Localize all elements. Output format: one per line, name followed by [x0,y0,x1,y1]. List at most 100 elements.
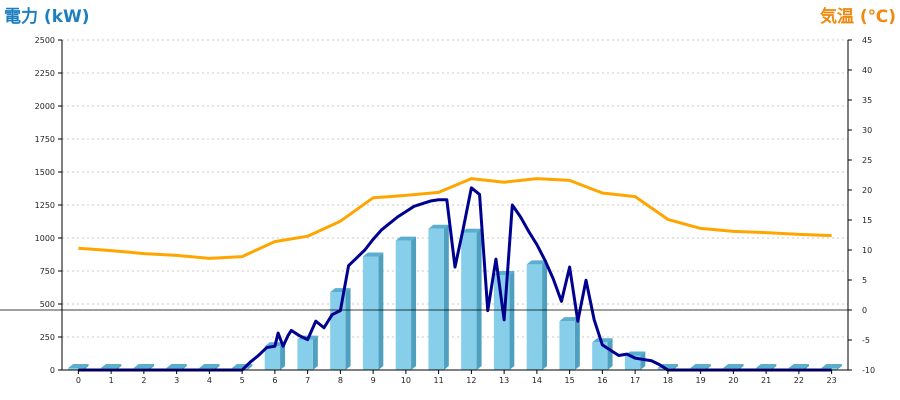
bar-16 [592,338,613,370]
bar-11 [428,224,449,370]
right-tick-label: 40 [862,66,872,75]
bar-top [559,317,580,322]
bar-front [264,346,281,370]
bar-side [574,317,580,370]
bar-top [362,252,384,257]
right-tick-label: 20 [862,186,872,195]
x-tick-label: 22 [794,376,804,385]
bar-side [280,342,286,370]
bar-front [461,232,477,370]
x-tick-label: 19 [696,376,706,385]
bar-top [199,364,220,368]
x-tick-label: 12 [466,376,476,385]
bar-6 [264,342,286,370]
left-axis-title: 電力 (kW) [4,6,90,27]
x-tick-label: 20 [728,376,738,385]
x-tick-label: 23 [827,376,837,385]
x-ticks: 0 1 2 3 4 5 6 7 8 9 10 11 12 13 14 15 16 17 18 19 20 21 22 23 [76,370,837,385]
left-tick-label: 2250 [35,69,55,78]
bar-top [526,260,548,265]
x-tick-label: 9 [371,376,376,385]
bar-side [509,270,515,370]
x-tick-label: 3 [174,376,179,385]
x-tick-label: 2 [141,376,146,385]
bar-top [723,364,744,368]
bar-front [297,339,313,370]
right-tick-label: -10 [862,366,875,375]
bar-side [378,252,384,370]
x-tick-label: 11 [434,376,444,385]
x-tick-label: 21 [761,376,771,385]
x-tick-label: 15 [565,376,575,385]
right-tick-label: 25 [862,156,872,165]
bar-top [461,228,482,233]
right-tick-label: 30 [862,126,872,135]
left-tick-label: 750 [40,267,55,276]
x-tick-label: 17 [630,376,640,385]
bar-side [836,364,842,370]
left-tick-label: 2000 [35,102,55,111]
left-tick-label: 2500 [35,36,55,45]
x-tick-label: 16 [597,376,607,385]
temperature-line [78,177,832,260]
x-tick-label: 5 [240,376,245,385]
bar-top [100,364,122,368]
bar-side [411,236,417,370]
bar-front [395,240,412,370]
bar-top [395,236,417,241]
bar-side [476,228,482,370]
right-tick-label: 0 [862,306,867,315]
left-tick-label: 500 [40,300,55,309]
left-tick-label: 1250 [35,201,55,210]
bar-front [428,228,444,370]
left-tick-label: 1500 [35,168,55,177]
x-tick-label: 8 [338,376,343,385]
bar-top [133,364,155,368]
bar-front [330,292,346,370]
bar-10 [395,236,417,370]
bar-side [312,335,318,370]
power-line [78,186,832,372]
bar-top [821,364,842,368]
bar-side [607,338,613,370]
right-tick-label: 15 [862,216,872,225]
bar-8 [330,288,351,370]
left-tick-label: 0 [50,366,55,375]
left-tick-label: 1000 [35,234,55,243]
bar-front [362,256,379,370]
bar-front [559,321,575,370]
gridlines [62,39,848,338]
right-y-ticks: -10 -5 0 5 10 15 20 25 30 35 40 45 [848,36,875,375]
power-bars [68,224,842,370]
right-axis-title: 気温 (℃) [819,6,896,27]
bar-side [443,224,449,370]
bar-front [526,264,543,370]
x-tick-label: 6 [272,376,277,385]
left-tick-label: 1750 [35,135,55,144]
x-tick-label: 0 [76,376,81,385]
x-tick-label: 4 [207,376,212,385]
bar-side [542,260,548,370]
right-tick-label: 45 [862,36,872,45]
bar-14 [526,260,548,370]
right-tick-label: 10 [862,246,872,255]
bar-side [345,288,351,370]
bar-top [788,364,810,368]
bar-front [592,342,608,370]
x-tick-label: 18 [663,376,673,385]
bar-top [68,364,89,368]
x-tick-label: 1 [109,376,114,385]
bar-top [755,364,777,368]
x-tick-label: 13 [499,376,509,385]
right-tick-label: -5 [862,336,870,345]
right-tick-label: 35 [862,96,872,105]
bar-12 [461,228,482,370]
bar-front [68,368,84,370]
bar-top [166,364,187,368]
x-tick-label: 14 [532,376,542,385]
x-tick-label: 7 [305,376,310,385]
bar-top [690,364,711,368]
bar-9 [362,252,384,370]
x-tick-label: 10 [401,376,411,385]
